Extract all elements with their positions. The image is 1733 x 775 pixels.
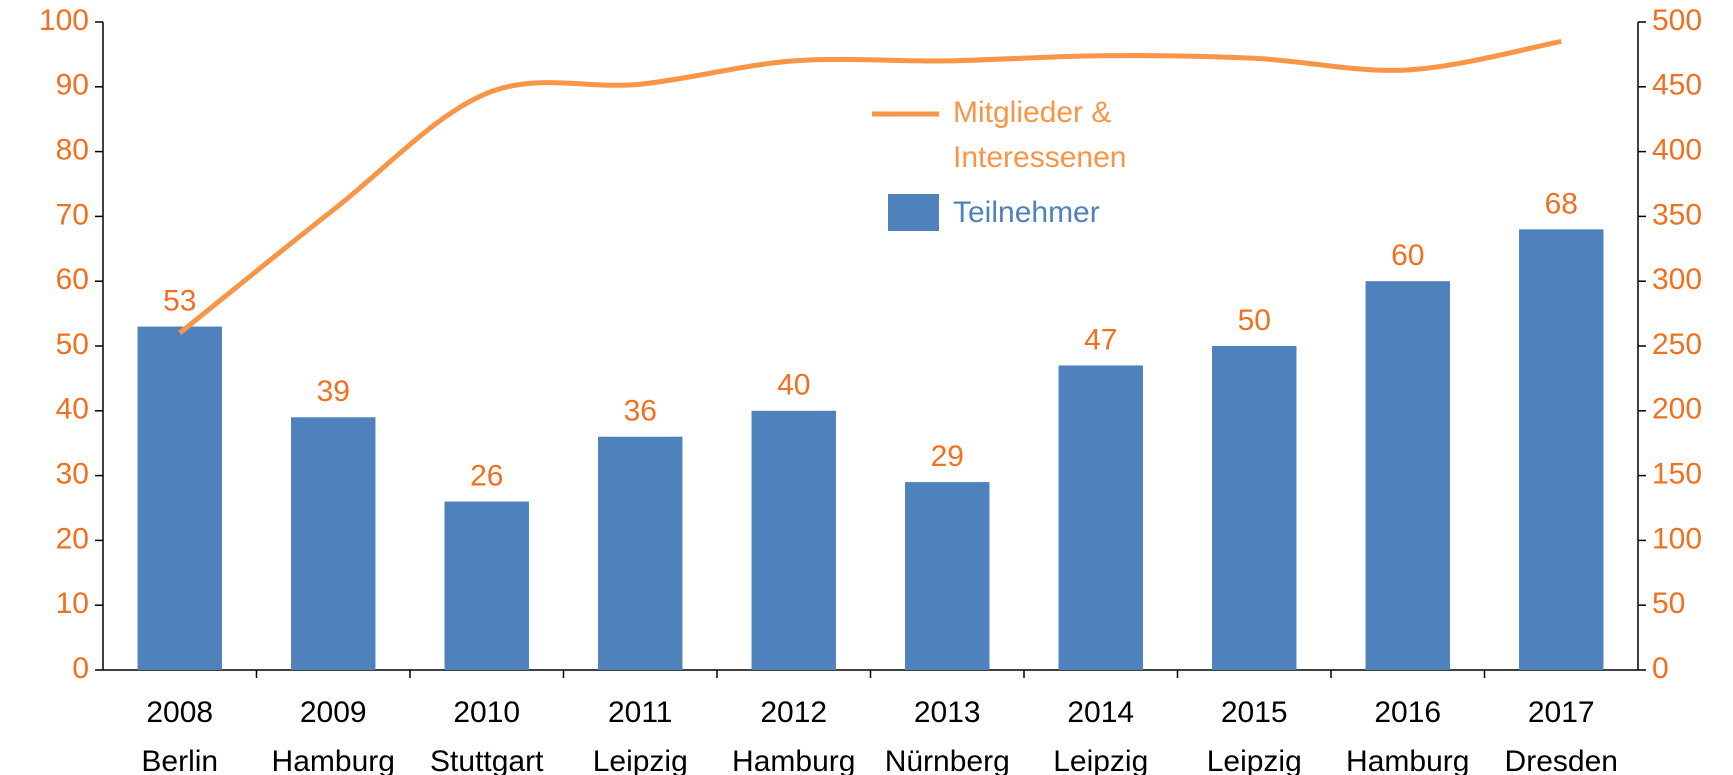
y2-tick-label: 50 — [1652, 587, 1685, 620]
legend-label: Mitglieder & Interessenen — [953, 96, 1126, 174]
x-tick-label: Berlin — [141, 745, 218, 775]
x-tick-label: 2011 — [608, 696, 673, 729]
y-tick-label: 40 — [56, 393, 89, 426]
y2-tick-label: 0 — [1652, 652, 1669, 685]
y-tick-label: 50 — [56, 328, 89, 361]
y-tick-label: 70 — [56, 198, 89, 231]
value-label: 53 — [163, 284, 196, 317]
y2-tick-label: 500 — [1652, 4, 1702, 37]
bar — [905, 482, 990, 670]
value-label: 40 — [777, 369, 810, 402]
x-tick-label: Nürnberg — [885, 745, 1010, 775]
bar — [1058, 365, 1143, 670]
y-tick-label: 10 — [56, 587, 89, 620]
x-tick-label: Leipzig — [593, 745, 688, 775]
x-tick-label: 2012 — [760, 696, 827, 729]
x-tick-label: 2016 — [1374, 696, 1441, 729]
bar — [598, 436, 683, 670]
bar — [444, 501, 529, 670]
x-tick-label: Leipzig — [1053, 745, 1148, 775]
y2-tick-label: 300 — [1652, 263, 1702, 296]
bar — [291, 417, 376, 670]
value-label: 47 — [1084, 323, 1117, 356]
value-label: 60 — [1391, 239, 1424, 272]
x-tick-label: 2010 — [453, 696, 520, 729]
y-tick-label: 20 — [56, 522, 89, 555]
y-tick-label: 30 — [56, 458, 89, 491]
bar — [1212, 346, 1297, 670]
x-tick-label: Dresden — [1505, 745, 1618, 775]
x-tick-label: 2014 — [1067, 696, 1134, 729]
bar — [1519, 229, 1604, 671]
value-label: 68 — [1545, 187, 1578, 220]
y-tick-label: 0 — [72, 652, 89, 685]
x-tick-label: Hamburg — [272, 745, 395, 775]
legend-swatch — [888, 194, 939, 231]
line — [178, 38, 1562, 335]
x-tick-label: Stuttgart — [430, 745, 544, 775]
x-tick-label: 2015 — [1221, 696, 1288, 729]
y-tick-label: 80 — [56, 134, 89, 167]
value-label: 39 — [317, 375, 350, 408]
value-label: 26 — [470, 459, 503, 492]
value-label: 29 — [931, 440, 964, 473]
y2-tick-label: 350 — [1652, 198, 1702, 231]
x-tick-label: Leipzig — [1207, 745, 1302, 775]
x-tick-label: Hamburg — [1346, 745, 1469, 775]
x-tick-label: Hamburg — [732, 745, 855, 775]
x-tick-label: 2017 — [1528, 696, 1595, 729]
y2-tick-label: 200 — [1652, 393, 1702, 426]
y-tick-label: 100 — [39, 4, 89, 37]
y-tick-label: 60 — [56, 263, 89, 296]
y2-tick-label: 250 — [1652, 328, 1702, 361]
x-tick-label: 2013 — [914, 696, 981, 729]
y2-tick-label: 450 — [1652, 69, 1702, 102]
x-tick-label: 2008 — [146, 696, 213, 729]
value-label: 50 — [1238, 304, 1271, 337]
x-tick-label: 2009 — [300, 696, 367, 729]
value-label: 36 — [624, 395, 657, 428]
y-tick-label: 90 — [56, 69, 89, 102]
bar — [1365, 281, 1450, 670]
legend-label: Teilnehmer — [953, 196, 1100, 229]
bar — [137, 326, 222, 670]
y2-tick-label: 400 — [1652, 134, 1702, 167]
bar — [751, 410, 836, 670]
y2-tick-label: 150 — [1652, 458, 1702, 491]
y2-tick-label: 100 — [1652, 522, 1702, 555]
